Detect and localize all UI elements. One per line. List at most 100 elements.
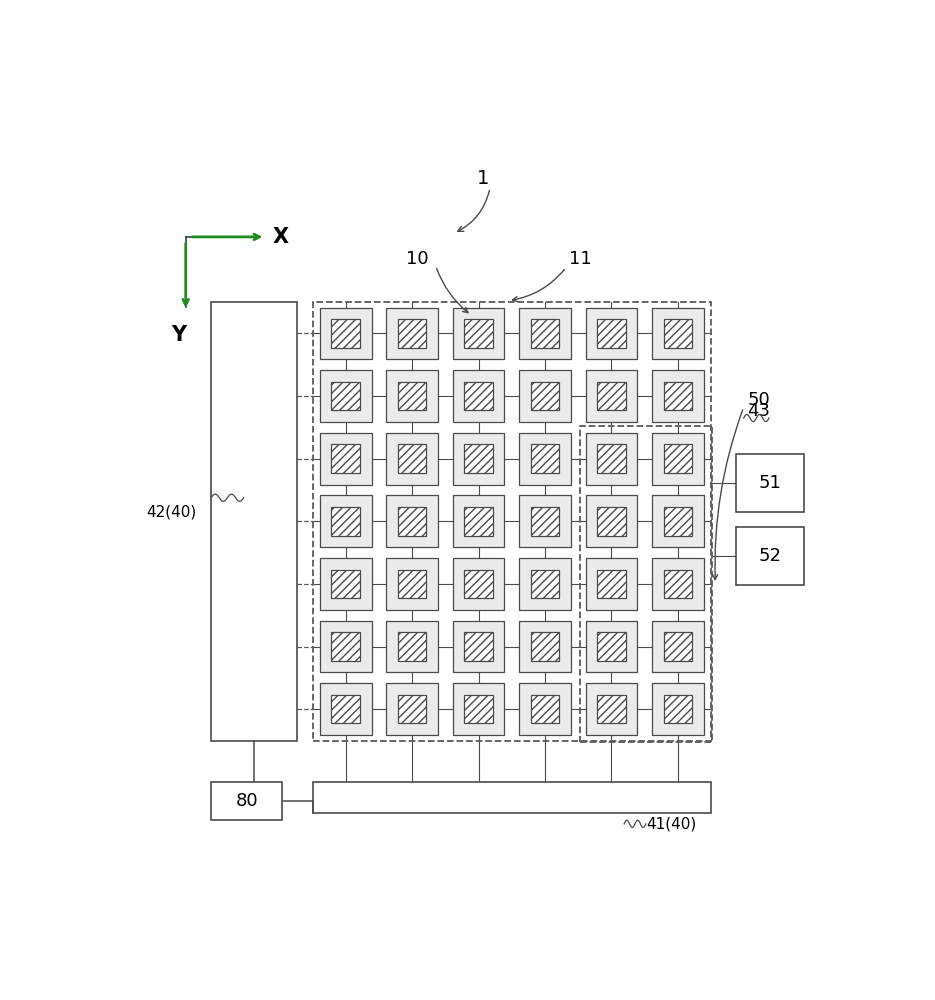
Bar — [597, 632, 626, 661]
Bar — [453, 308, 505, 359]
Bar — [398, 507, 426, 536]
Bar — [585, 558, 638, 610]
Text: 42(40): 42(40) — [146, 505, 196, 520]
Bar — [597, 507, 626, 536]
Bar — [597, 570, 626, 598]
Bar — [531, 507, 559, 536]
Bar — [585, 683, 638, 735]
Bar — [465, 695, 493, 723]
Bar — [652, 370, 704, 422]
Bar — [519, 370, 571, 422]
Bar — [398, 632, 426, 661]
Text: 80: 80 — [236, 792, 258, 810]
Bar — [398, 570, 426, 598]
Bar — [652, 558, 704, 610]
Bar — [312, 782, 711, 813]
Bar — [332, 570, 360, 598]
Bar — [652, 495, 704, 547]
Bar — [332, 382, 360, 410]
Bar — [664, 507, 692, 536]
Bar — [531, 382, 559, 410]
Bar — [465, 632, 493, 661]
Bar — [312, 302, 711, 741]
Bar — [453, 621, 505, 672]
Bar — [652, 683, 704, 735]
Bar — [531, 319, 559, 348]
Text: 50: 50 — [747, 391, 770, 409]
Bar — [386, 370, 439, 422]
Bar — [453, 683, 505, 735]
Bar — [386, 433, 439, 485]
Bar — [453, 370, 505, 422]
Bar — [465, 444, 493, 473]
Text: 1: 1 — [477, 169, 489, 188]
Text: X: X — [273, 227, 289, 247]
Bar — [320, 433, 371, 485]
Bar — [737, 527, 804, 585]
Bar — [597, 444, 626, 473]
Bar — [652, 308, 704, 359]
Bar — [320, 683, 371, 735]
Bar — [580, 426, 712, 742]
Bar — [597, 382, 626, 410]
Bar — [652, 433, 704, 485]
FancyArrowPatch shape — [437, 268, 468, 313]
Bar — [519, 495, 571, 547]
Bar — [664, 319, 692, 348]
Text: 51: 51 — [758, 474, 782, 492]
Bar — [585, 621, 638, 672]
Bar — [465, 507, 493, 536]
Bar — [585, 308, 638, 359]
Bar — [519, 433, 571, 485]
Bar — [211, 782, 282, 820]
Bar — [531, 444, 559, 473]
Text: 41(40): 41(40) — [646, 816, 696, 831]
Bar — [332, 507, 360, 536]
Bar — [453, 495, 505, 547]
Bar — [531, 695, 559, 723]
Bar — [320, 370, 371, 422]
Text: 43: 43 — [747, 402, 770, 420]
Bar — [519, 308, 571, 359]
Bar — [465, 319, 493, 348]
Bar — [664, 695, 692, 723]
Bar — [320, 308, 371, 359]
Bar — [465, 570, 493, 598]
Bar — [386, 495, 439, 547]
Bar — [664, 632, 692, 661]
Bar — [332, 632, 360, 661]
Bar — [386, 308, 439, 359]
Bar — [597, 319, 626, 348]
Bar — [453, 558, 505, 610]
Bar — [386, 558, 439, 610]
Text: 10: 10 — [407, 250, 429, 268]
Text: Y: Y — [171, 325, 186, 345]
Bar — [519, 558, 571, 610]
Bar — [585, 495, 638, 547]
Bar — [664, 382, 692, 410]
Bar — [398, 319, 426, 348]
Bar — [320, 621, 371, 672]
Bar — [332, 319, 360, 348]
Bar — [211, 302, 296, 741]
Bar — [386, 683, 439, 735]
Bar — [320, 495, 371, 547]
Bar — [664, 444, 692, 473]
Bar — [519, 621, 571, 672]
Bar — [597, 695, 626, 723]
Bar — [332, 444, 360, 473]
FancyArrowPatch shape — [512, 269, 565, 302]
Bar — [585, 370, 638, 422]
FancyArrowPatch shape — [712, 410, 742, 580]
Bar — [664, 570, 692, 598]
Text: 11: 11 — [569, 250, 592, 268]
Bar — [386, 621, 439, 672]
Bar — [332, 695, 360, 723]
Bar — [398, 382, 426, 410]
Text: 52: 52 — [758, 547, 782, 565]
Bar — [531, 632, 559, 661]
Bar — [465, 382, 493, 410]
Bar — [531, 570, 559, 598]
Bar — [652, 621, 704, 672]
Bar — [519, 683, 571, 735]
